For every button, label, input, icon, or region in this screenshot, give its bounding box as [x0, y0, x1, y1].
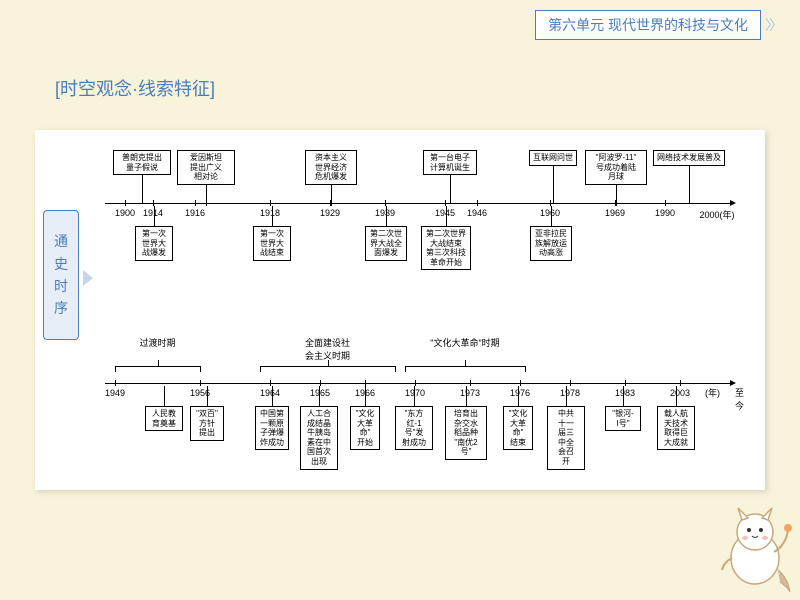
- chevron-icon: 〉〉: [765, 15, 780, 35]
- sidebar-label: 通史时序: [43, 210, 79, 340]
- timeline-diagram: 通史时序 19001914191619181929193919451946196…: [35, 130, 765, 490]
- header: 第六单元 现代世界的科技与文化 〉〉: [535, 10, 780, 40]
- cat-mascot-icon: [710, 500, 800, 600]
- axis: [105, 203, 730, 204]
- axis-arrow-icon: [730, 200, 736, 206]
- sidebar-text: 通史时序: [54, 230, 68, 320]
- page-subtitle: [时空观念·线索特征]: [55, 75, 215, 101]
- timeline-world: 1900191419161918192919391945194619601969…: [105, 138, 750, 306]
- timeline-china: 过渡时期全面建设社会主义时期"文化大革命"时期19491956196419651…: [105, 318, 750, 483]
- arrow-icon: [83, 270, 93, 286]
- unit-title: 第六单元 现代世界的科技与文化: [535, 10, 761, 40]
- axis: [105, 383, 730, 384]
